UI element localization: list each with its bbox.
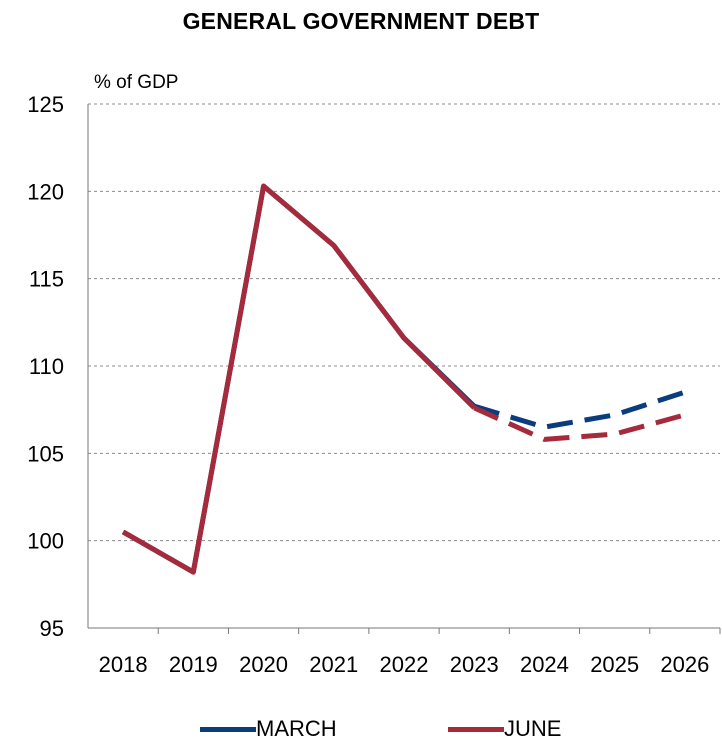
legend-item-june: JUNE	[448, 716, 561, 742]
y-tick-label: 105	[27, 441, 64, 466]
y-tick-label: 125	[27, 92, 64, 117]
legend-item-march: MARCH	[200, 716, 337, 742]
x-tick-label: 2026	[660, 652, 709, 677]
series-line-june-projection	[473, 405, 686, 442]
y-tick-label: 110	[29, 354, 64, 379]
y-axis-unit-label: % of GDP	[94, 72, 178, 93]
series-line-march	[121, 183, 476, 575]
series-line-june	[121, 183, 476, 575]
x-tick-label: 2025	[590, 652, 639, 677]
y-tick-label: 95	[40, 616, 64, 641]
y-tick-label: 120	[27, 179, 64, 204]
series-lines	[121, 183, 686, 575]
x-tick-label: 2019	[169, 652, 218, 677]
legend-swatch-march	[200, 726, 256, 732]
x-tick-label: 2018	[99, 652, 148, 677]
y-tick-label: 115	[29, 267, 64, 292]
legend-label-june: JUNE	[504, 716, 562, 741]
x-tick-label: 2024	[520, 652, 569, 677]
x-tick-label: 2023	[450, 652, 499, 677]
series-line-march-projection	[473, 389, 686, 430]
legend: MARCH JUNE	[0, 716, 722, 756]
x-tick-label: 2021	[309, 652, 358, 677]
axes: 95 100 105 110 115 120 125 2018 2019 2020 2021 2022…	[27, 92, 721, 677]
gridlines	[88, 103, 720, 542]
line-chart: 95 100 105 110 115 120 125 2018 2019 2020 2021 2022…	[27, 72, 721, 677]
chart-title: GENERAL GOVERNMENT DEBT	[182, 8, 540, 34]
x-tick-label: 2020	[239, 652, 288, 677]
y-tick-label: 100	[27, 529, 64, 554]
x-tick-label: 2022	[380, 652, 429, 677]
legend-label-march: MARCH	[256, 716, 337, 741]
legend-swatch-june	[448, 726, 504, 732]
